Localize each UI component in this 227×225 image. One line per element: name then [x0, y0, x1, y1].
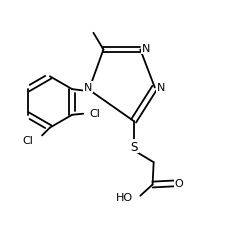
- Text: N: N: [142, 44, 150, 54]
- Text: HO: HO: [116, 193, 133, 202]
- Text: N: N: [84, 83, 92, 93]
- Text: N: N: [157, 83, 165, 93]
- Text: S: S: [131, 140, 138, 153]
- Text: O: O: [174, 179, 183, 189]
- Text: Cl: Cl: [22, 135, 33, 145]
- Text: Cl: Cl: [89, 108, 100, 119]
